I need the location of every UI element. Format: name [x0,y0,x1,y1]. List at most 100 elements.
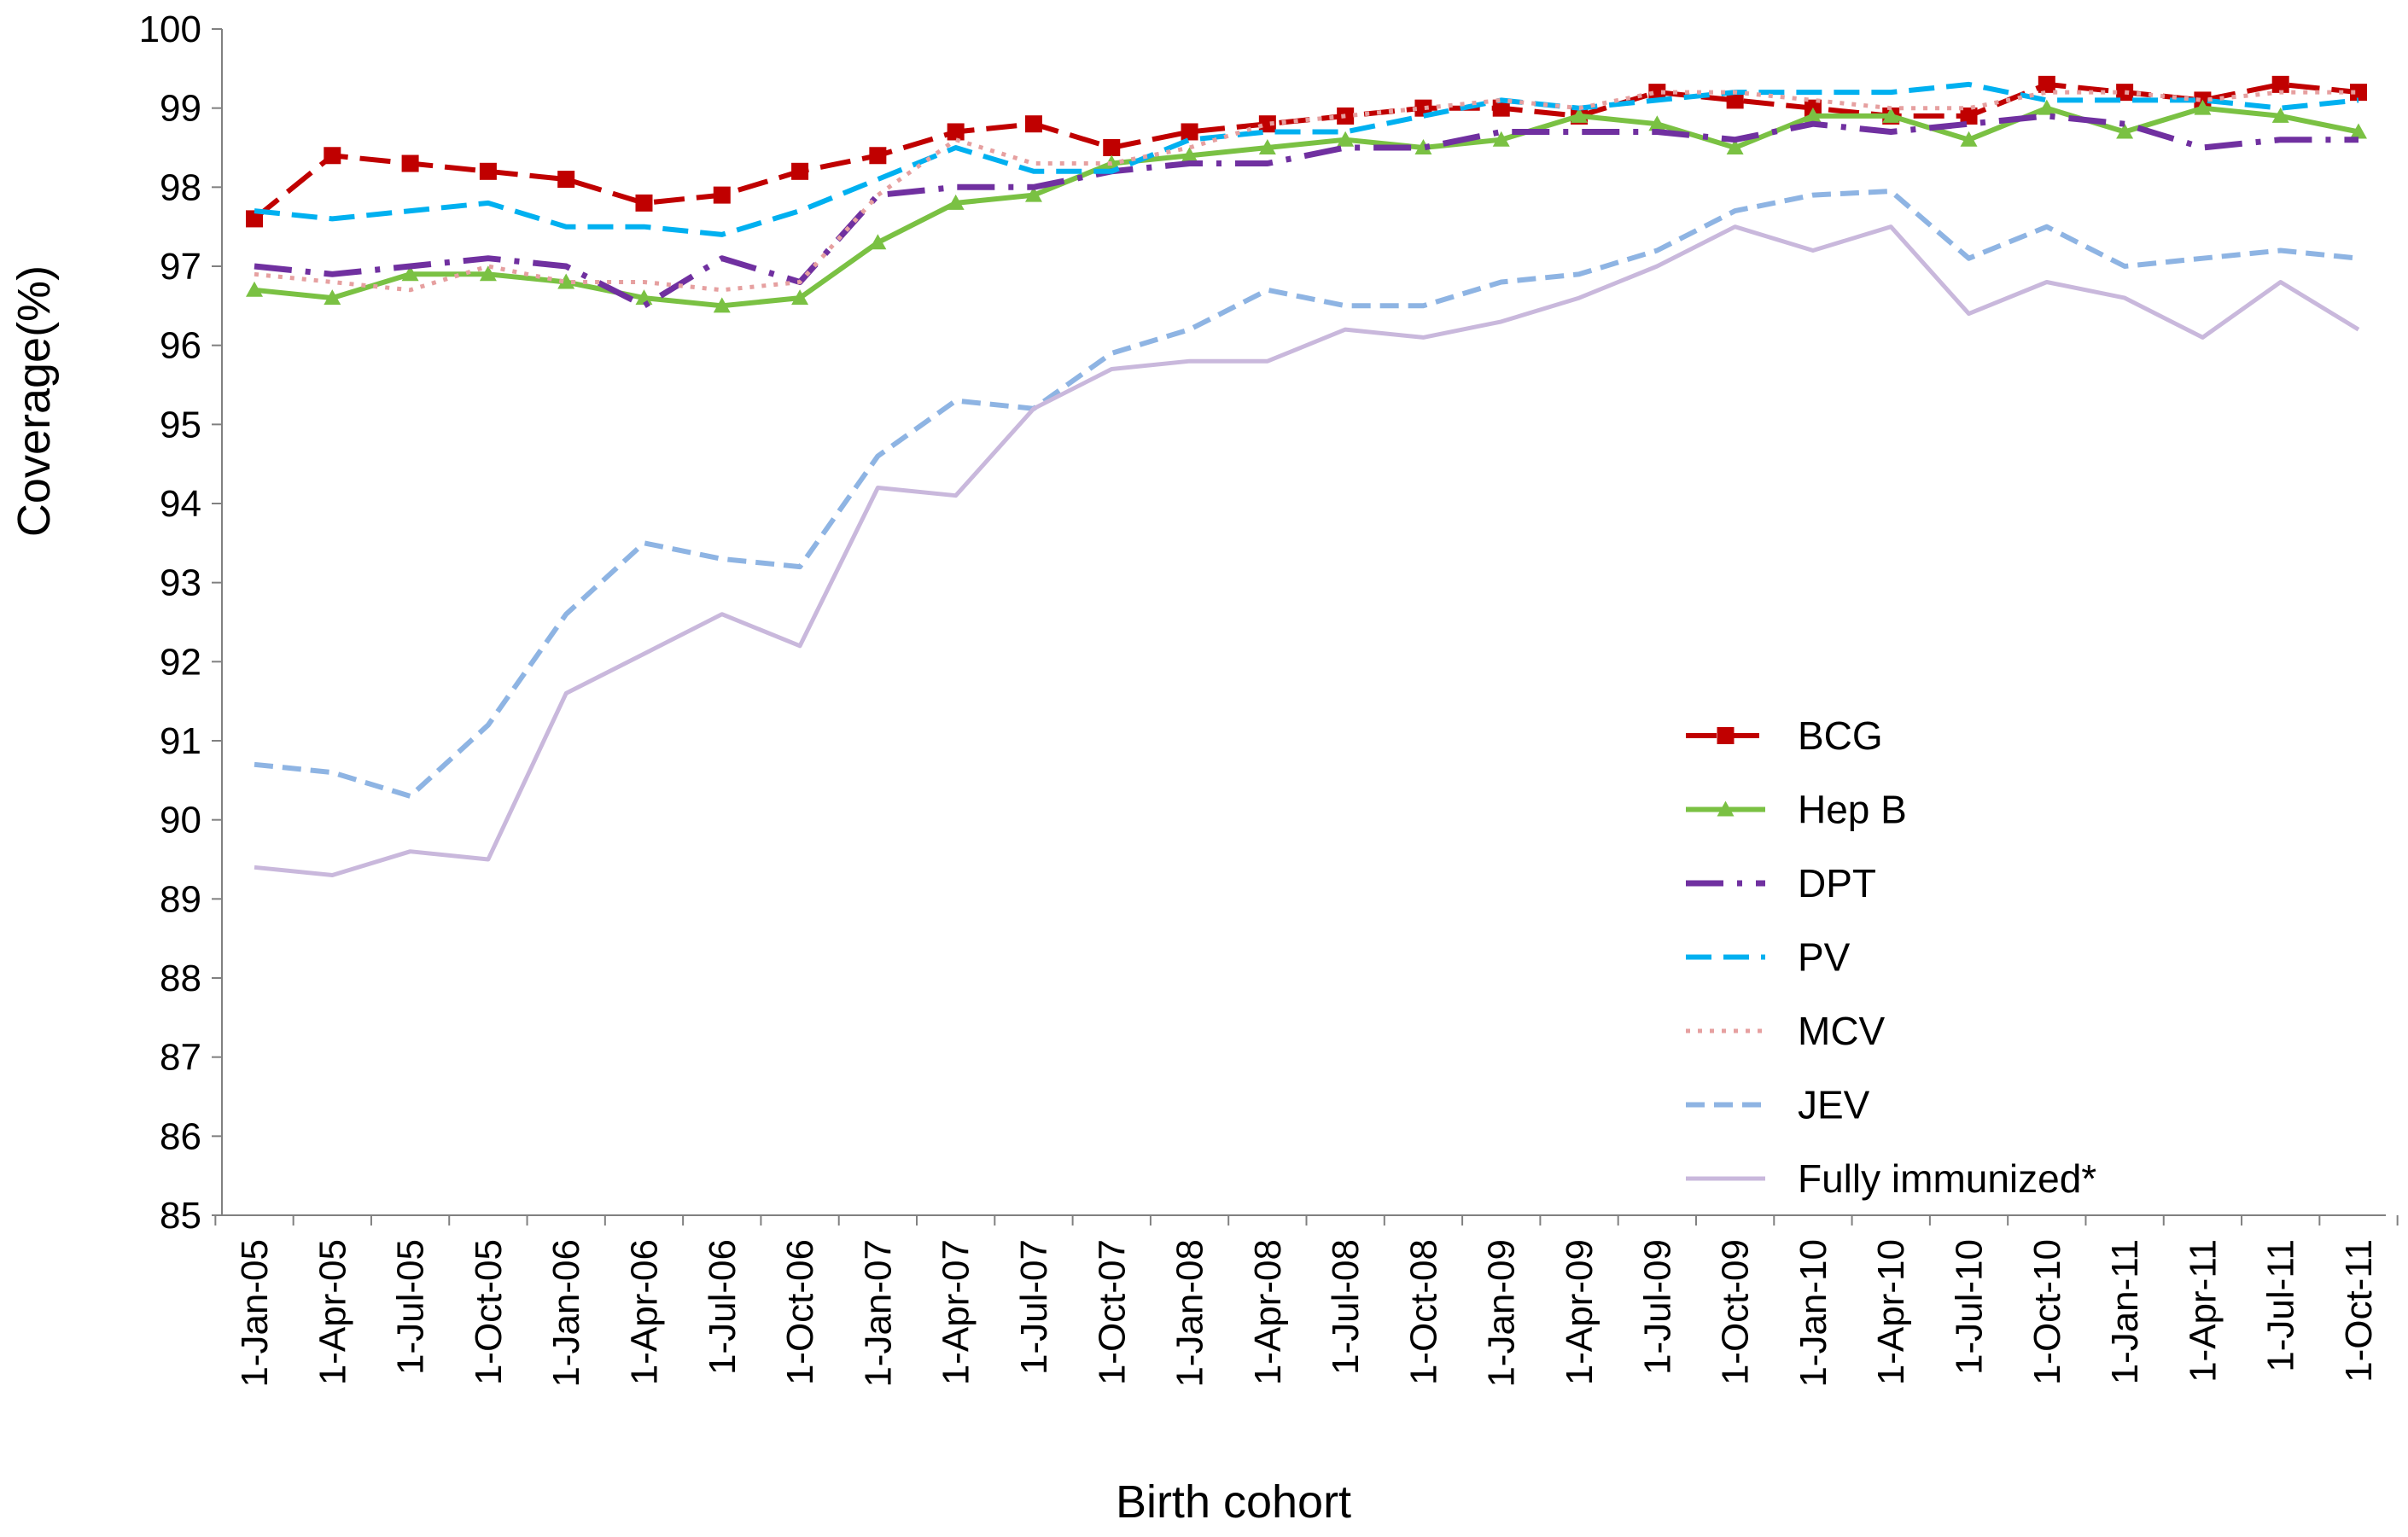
data-point [2194,99,2212,115]
y-tick-label: 93 [160,562,201,604]
legend-label: JEV [1798,1083,1870,1127]
y-tick-label: 85 [160,1195,201,1237]
x-tick-label: 1-Jan-10 [1793,1239,1834,1388]
x-axis-title: Birth cohort [1116,1476,1351,1528]
y-axis-title: Coverage(%) [9,265,60,537]
data-point [557,171,575,189]
data-point [1258,115,1276,133]
y-tick-label: 88 [160,958,201,999]
data-point [947,123,965,141]
data-point [869,234,887,250]
y-tick-label: 98 [160,166,201,208]
data-point [635,194,653,212]
x-tick-label: 1-Oct-09 [1715,1239,1757,1385]
legend-label: Hep B [1798,788,1907,832]
data-point [324,289,341,306]
data-point [791,162,809,180]
data-point [2350,123,2367,139]
series-line [254,224,2360,877]
series-line [254,189,2359,799]
x-tick-label: 1-Apr-07 [936,1239,977,1385]
data-point [1337,131,1355,147]
x-tick-label: 1-Apr-10 [1870,1239,1912,1385]
axes [221,29,2386,1216]
x-tick-label: 1-Apr-09 [1559,1239,1600,1385]
data-point [324,147,341,165]
x-tick-label: 1-Jul-06 [702,1239,743,1375]
legend-label: BCG [1798,713,1883,758]
x-tick-label: 1-Apr-05 [312,1239,353,1385]
data-point [1024,115,1042,133]
x-tick-label: 1-Jul-11 [2260,1239,2302,1372]
x-tick-label: 1-Jul-05 [390,1239,432,1375]
data-point [2116,123,2134,139]
data-point [1960,131,1978,147]
x-tick-label: 1-Oct-05 [468,1239,510,1385]
legend-label: PV [1798,935,1851,980]
legend-marker [1717,801,1735,817]
y-tick-label: 86 [160,1115,201,1157]
data-point [1024,186,1042,202]
data-point [1648,115,1666,131]
x-tick-label: 1-Jul-07 [1013,1239,1055,1375]
data-point [401,154,419,172]
data-point [479,265,497,282]
x-tick-label: 1-Apr-11 [2182,1239,2224,1383]
data-point [1181,147,1198,163]
data-point [1103,139,1121,156]
data-point [713,297,731,313]
data-point [1414,139,1432,154]
data-point [1492,131,1510,147]
data-point [947,194,965,210]
y-tick-label: 90 [160,800,201,841]
series-line [254,113,2358,309]
data-point [1960,107,1978,125]
legend-item: BCG [1686,713,1883,758]
y-tick-label: 97 [160,246,201,288]
y-tick-label: 91 [160,720,201,762]
series-bcg [246,75,2367,228]
y-tick-label: 100 [139,9,201,50]
data-point [2271,75,2289,93]
data-point [2038,75,2055,93]
data-point [869,147,887,165]
data-point [246,281,263,297]
y-tick-labels: 85 86 87 88 89 90 91 92 93 94 95 96 97 98 99 100 [139,9,222,1237]
data-point [1648,84,1666,102]
y-tick-label: 94 [160,483,201,525]
x-tick-label: 1-Oct-10 [2026,1239,2068,1385]
legend: BCG Hep B DPT PV MCV JEV Fully immunized* [1686,713,2096,1201]
data-point [1258,139,1276,154]
x-tick-label: 1-Oct-06 [779,1239,821,1385]
y-tick-label: 89 [160,878,201,920]
data-point [246,210,263,228]
series-dpt [254,113,2358,309]
data-point [1804,107,1822,123]
data-point [1882,107,1900,123]
y-tick-label: 92 [160,641,201,683]
data-point [1726,139,1744,154]
series-fully-immunized [254,224,2360,877]
data-point [401,265,419,282]
data-point [635,289,653,306]
series-mcv [254,90,2358,293]
data-point [479,162,497,180]
data-point [1726,91,1744,109]
legend-item: Hep B [1686,788,1907,832]
legend-item: MCV [1686,1009,1886,1053]
series-pv [254,81,2359,237]
y-tick-label: 96 [160,325,201,367]
series-line [254,81,2359,237]
legend-label: MCV [1798,1009,1886,1053]
x-tick-label: 1-Jan-09 [1481,1239,1523,1388]
data-point [2350,84,2367,102]
y-tick-label: 99 [160,88,201,130]
data-point [1571,107,1589,123]
data-point [2038,99,2055,115]
legend-item: JEV [1686,1083,1870,1127]
data-point [1181,123,1198,141]
x-tick-label: 1-Jan-11 [2104,1239,2146,1384]
x-tick-label: 1-Jul-09 [1636,1239,1678,1375]
data-point [557,273,575,289]
